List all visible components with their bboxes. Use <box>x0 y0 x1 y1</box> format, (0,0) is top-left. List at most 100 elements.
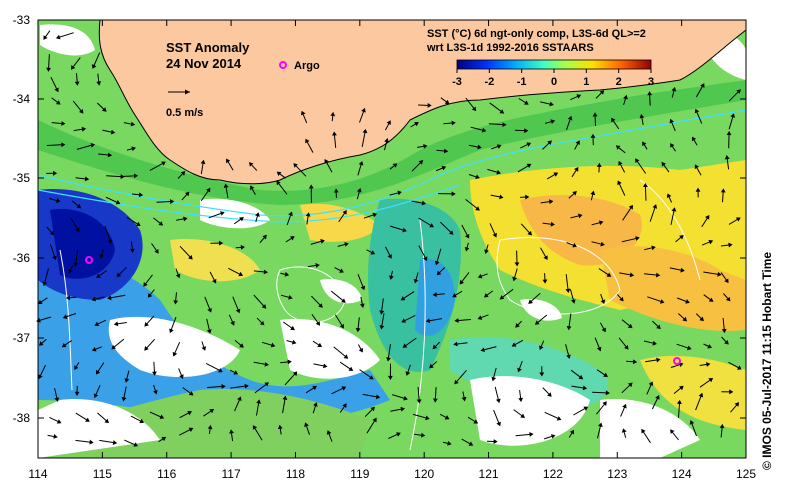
velocity-arrowhead <box>38 341 44 346</box>
velocity-arrowhead <box>627 323 633 329</box>
velocity-arrowhead <box>207 424 213 430</box>
velocity-arrowhead <box>55 34 61 40</box>
velocity-arrowhead <box>726 131 732 136</box>
argo-floats <box>85 256 681 365</box>
velocity-arrowhead <box>290 325 295 331</box>
velocity-arrowhead <box>206 187 211 193</box>
velocity-arrowhead <box>139 418 145 424</box>
velocity-arrowhead <box>386 357 391 362</box>
velocity-arrowhead <box>74 391 80 396</box>
velocity-arrowhead <box>138 192 144 198</box>
velocity-arrowhead <box>666 193 672 199</box>
velocity-arrowhead <box>73 262 79 267</box>
velocity-arrowhead <box>94 321 100 327</box>
velocity-arrowhead <box>453 341 458 347</box>
velocity-arrowhead <box>389 275 394 280</box>
velocity-arrowhead <box>635 158 640 164</box>
velocity-arrowhead <box>397 190 402 196</box>
velocity-arrowhead <box>499 295 505 300</box>
velocity-arrowhead <box>596 162 602 168</box>
velocity-arrowhead <box>379 325 385 330</box>
velocity-arrowhead <box>705 214 710 220</box>
velocity-arrowhead <box>91 64 97 69</box>
colorbar-tick-label: -1 <box>517 76 527 88</box>
velocity-arrowhead <box>578 374 584 380</box>
velocity-arrowhead <box>443 148 449 154</box>
velocity-arrowhead <box>553 172 559 177</box>
velocity-arrowhead <box>133 442 139 447</box>
velocity-arrowhead <box>619 296 624 302</box>
velocity-arrowhead <box>447 441 452 446</box>
velocity-arrowhead <box>707 344 712 349</box>
velocity-arrowhead <box>79 108 84 114</box>
velocity-arrowhead <box>735 217 741 222</box>
velocity-arrowhead <box>99 254 105 259</box>
velocity-arrowhead <box>402 343 408 348</box>
velocity-arrowhead <box>598 422 603 427</box>
map-title: SST Anomaly <box>166 40 250 55</box>
velocity-arrowhead <box>221 384 226 389</box>
velocity-arrowhead <box>104 418 110 424</box>
velocity-arrowhead <box>659 299 665 304</box>
scale-arrowhead-icon <box>185 89 190 95</box>
velocity-arrowhead <box>218 368 223 373</box>
x-tick-label: 116 <box>157 467 176 481</box>
velocity-arrowhead <box>629 272 635 278</box>
x-tick-label: 124 <box>672 467 692 481</box>
velocity-arrowhead <box>372 212 377 218</box>
velocity-arrowhead <box>368 375 374 380</box>
velocity-arrowhead <box>111 344 116 350</box>
velocity-arrowhead <box>721 328 727 334</box>
velocity-arrowhead <box>248 162 254 167</box>
velocity-arrowhead <box>416 399 422 404</box>
y-axis: -33-34-35-36-37-38 <box>13 13 746 425</box>
velocity-arrowhead <box>547 140 552 145</box>
colorbar-tick-label: 3 <box>648 76 654 88</box>
velocity-arrowhead <box>724 278 729 284</box>
velocity-arrowhead <box>423 144 428 149</box>
velocity-arrowhead <box>53 434 58 439</box>
velocity-arrowhead <box>611 117 616 123</box>
velocity-arrowhead <box>421 200 427 206</box>
velocity-arrowhead <box>706 361 711 367</box>
velocity-arrowhead <box>550 434 556 439</box>
velocity-arrowhead <box>130 121 136 127</box>
velocity-arrowhead <box>639 113 645 119</box>
velocity-arrowhead <box>172 351 178 357</box>
velocity-arrowhead <box>342 209 347 215</box>
velocity-arrowhead <box>596 346 602 352</box>
x-tick-label: 121 <box>479 467 499 481</box>
velocity-arrowhead <box>477 144 482 150</box>
velocity-arrowhead <box>622 403 627 409</box>
velocity-arrowhead <box>244 383 249 389</box>
velocity-arrowhead <box>85 417 90 422</box>
velocity-arrowhead <box>600 241 605 247</box>
velocity-arrowhead <box>694 164 700 170</box>
velocity-arrowhead <box>499 194 504 200</box>
velocity-arrowhead <box>720 188 726 193</box>
velocity-arrowhead <box>496 421 501 427</box>
velocity-arrowhead <box>708 239 714 245</box>
velocity-arrowhead <box>432 344 438 350</box>
velocity-arrowhead <box>481 127 487 133</box>
velocity-arrowhead <box>84 176 90 182</box>
velocity-arrowhead <box>635 236 640 241</box>
velocity-arrowhead <box>491 376 497 382</box>
velocity-arrowhead <box>96 81 102 86</box>
velocity-arrowhead <box>550 119 556 124</box>
velocity-arrowhead <box>527 230 532 236</box>
velocity-arrowhead <box>101 107 107 112</box>
velocity-arrowhead <box>425 415 430 421</box>
x-tick-label: 118 <box>286 467 305 481</box>
velocity-arrowhead <box>154 248 159 254</box>
velocity-arrowhead <box>700 83 705 88</box>
velocity-arrowhead <box>315 321 321 326</box>
velocity-arrowhead <box>413 278 419 284</box>
velocity-arrowhead <box>135 221 141 227</box>
velocity-arrowhead <box>550 221 555 227</box>
velocity-arrowhead <box>480 347 486 353</box>
velocity-arrowhead <box>434 260 440 266</box>
velocity-arrowhead <box>49 230 55 236</box>
velocity-arrowhead <box>603 372 608 377</box>
velocity-arrowhead <box>543 255 548 261</box>
